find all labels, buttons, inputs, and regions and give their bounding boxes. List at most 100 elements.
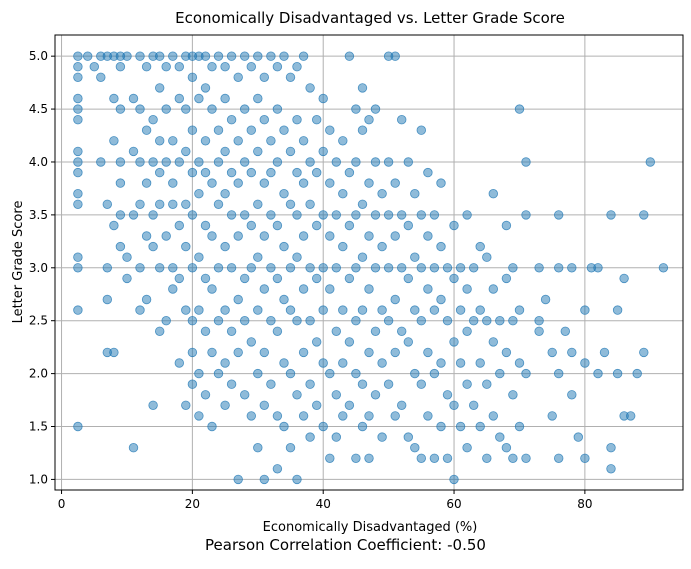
data-point bbox=[567, 347, 577, 358]
data-point bbox=[357, 379, 368, 389]
data-point bbox=[285, 443, 296, 453]
data-point bbox=[338, 358, 348, 368]
y-tick-label: 3.0 bbox=[29, 261, 48, 275]
data-point bbox=[213, 368, 224, 379]
data-point bbox=[115, 241, 126, 252]
data-point bbox=[128, 210, 139, 220]
data-point bbox=[266, 379, 276, 389]
data-point bbox=[148, 210, 158, 220]
data-point bbox=[226, 326, 237, 337]
data-point bbox=[246, 337, 257, 347]
data-point bbox=[318, 93, 328, 104]
data-point bbox=[383, 263, 394, 273]
data-point bbox=[338, 188, 348, 199]
data-point bbox=[357, 252, 368, 262]
data-point bbox=[102, 199, 113, 210]
data-point bbox=[298, 347, 309, 358]
x-axis-ticks: 0 20 40 60 80 bbox=[58, 490, 593, 511]
data-point bbox=[482, 379, 492, 389]
data-point bbox=[272, 61, 283, 72]
data-point bbox=[410, 305, 420, 315]
data-point bbox=[344, 167, 355, 178]
data-point bbox=[194, 93, 204, 104]
data-point bbox=[115, 178, 126, 188]
data-point bbox=[259, 114, 270, 125]
data-point bbox=[344, 400, 355, 411]
data-point bbox=[233, 474, 243, 485]
data-point bbox=[357, 125, 368, 135]
data-point bbox=[73, 167, 83, 178]
y-tick-label: 3.5 bbox=[29, 208, 48, 222]
grid-lines bbox=[55, 35, 683, 490]
data-point bbox=[109, 93, 119, 104]
data-point bbox=[312, 220, 322, 231]
data-point bbox=[305, 263, 315, 273]
data-point bbox=[128, 443, 139, 453]
data-point bbox=[423, 167, 433, 178]
data-point bbox=[436, 358, 446, 368]
data-point bbox=[128, 93, 139, 104]
data-point bbox=[194, 252, 204, 262]
data-point bbox=[331, 432, 342, 442]
data-point bbox=[200, 220, 211, 231]
data-point bbox=[115, 104, 126, 114]
data-point bbox=[331, 326, 342, 337]
data-point bbox=[318, 146, 328, 157]
data-point bbox=[213, 125, 224, 135]
data-point bbox=[488, 411, 499, 421]
data-point bbox=[207, 178, 217, 188]
data-point bbox=[253, 305, 263, 315]
data-point bbox=[338, 241, 348, 252]
data-point bbox=[82, 51, 93, 61]
data-point bbox=[266, 210, 276, 220]
data-point bbox=[397, 114, 407, 125]
data-point bbox=[331, 210, 342, 220]
plot-frame bbox=[54, 34, 684, 491]
data-point bbox=[73, 199, 83, 210]
data-point bbox=[239, 210, 250, 220]
data-point bbox=[612, 368, 623, 379]
data-point bbox=[181, 305, 191, 315]
data-point bbox=[469, 263, 479, 273]
data-point bbox=[181, 199, 191, 210]
data-point bbox=[233, 136, 243, 146]
data-point bbox=[239, 390, 250, 400]
data-point bbox=[436, 241, 446, 252]
data-point bbox=[279, 421, 289, 432]
data-point bbox=[279, 125, 289, 135]
data-point bbox=[168, 51, 178, 61]
y-tick-label: 4.5 bbox=[29, 102, 48, 116]
data-point bbox=[207, 347, 217, 358]
data-point bbox=[397, 210, 407, 220]
x-tick-label: 40 bbox=[316, 497, 331, 511]
y-axis-label: Letter Grade Score bbox=[11, 201, 26, 324]
data-point bbox=[645, 157, 656, 167]
data-point bbox=[397, 400, 407, 411]
data-point bbox=[606, 443, 616, 453]
data-point bbox=[351, 157, 361, 167]
data-point bbox=[547, 411, 557, 421]
data-point bbox=[429, 453, 440, 464]
data-point bbox=[73, 263, 83, 273]
data-point bbox=[200, 390, 211, 400]
data-point bbox=[279, 358, 289, 368]
data-point bbox=[239, 273, 250, 284]
data-point bbox=[298, 284, 309, 294]
data-point bbox=[154, 263, 165, 273]
data-point bbox=[226, 167, 237, 178]
data-point bbox=[168, 136, 178, 146]
data-point bbox=[292, 114, 302, 125]
data-point bbox=[338, 136, 348, 146]
data-point bbox=[357, 199, 368, 210]
data-point bbox=[318, 305, 328, 315]
data-point bbox=[174, 93, 185, 104]
data-point bbox=[312, 337, 322, 347]
data-point bbox=[534, 316, 544, 326]
data-point bbox=[292, 390, 302, 400]
data-point bbox=[508, 390, 518, 400]
data-point bbox=[233, 72, 243, 83]
data-point bbox=[246, 220, 257, 231]
data-point bbox=[482, 316, 492, 326]
data-point bbox=[325, 231, 335, 241]
data-point bbox=[514, 421, 525, 432]
